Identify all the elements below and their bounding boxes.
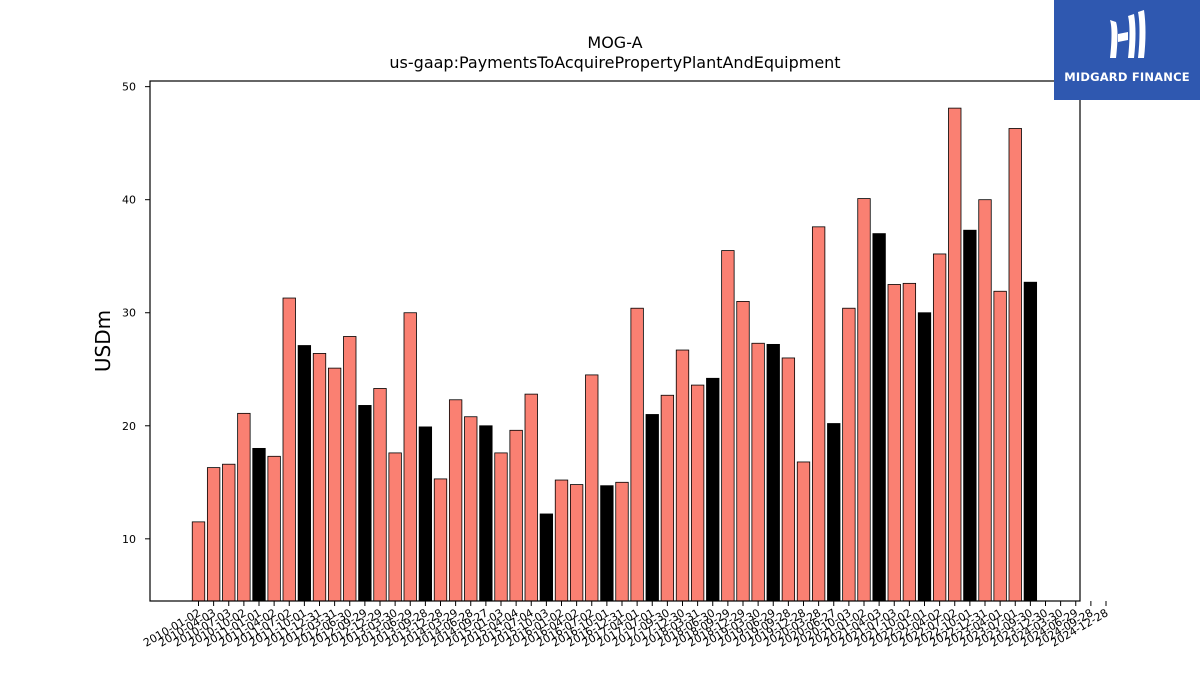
y-axis: 10 20 30 40 50 bbox=[122, 81, 150, 546]
logo-text: MIDGARD FINANCE bbox=[1064, 70, 1190, 84]
bar bbox=[766, 343, 780, 602]
bar bbox=[358, 405, 372, 602]
bar bbox=[388, 452, 402, 602]
bar bbox=[403, 312, 417, 602]
bar bbox=[312, 353, 327, 602]
bar bbox=[448, 399, 463, 602]
bars-group bbox=[191, 107, 1038, 602]
bar bbox=[1023, 281, 1038, 602]
bar bbox=[857, 198, 871, 602]
bar bbox=[479, 425, 493, 602]
bar bbox=[373, 388, 387, 602]
bar bbox=[675, 349, 690, 602]
bar bbox=[706, 377, 720, 602]
bar bbox=[948, 107, 962, 602]
y-tick-label: 40 bbox=[122, 194, 136, 207]
bar bbox=[509, 429, 523, 602]
bar bbox=[433, 478, 448, 602]
bar bbox=[630, 307, 644, 602]
bar bbox=[978, 199, 992, 602]
bar bbox=[554, 479, 569, 602]
bar bbox=[796, 461, 811, 602]
bar bbox=[600, 485, 614, 602]
bar bbox=[585, 374, 599, 602]
bar bbox=[418, 426, 433, 602]
bar bbox=[690, 384, 705, 602]
bar bbox=[842, 307, 856, 602]
bar bbox=[524, 393, 538, 602]
bar bbox=[237, 412, 251, 602]
bar bbox=[963, 229, 977, 602]
y-tick-label: 10 bbox=[122, 533, 136, 546]
y-axis-label: USDm bbox=[91, 310, 115, 372]
bar bbox=[993, 290, 1007, 602]
bar bbox=[191, 521, 206, 602]
y-tick-label: 20 bbox=[122, 420, 136, 433]
chart-title: MOG-A bbox=[587, 33, 642, 52]
bar bbox=[464, 416, 478, 602]
bar bbox=[660, 394, 675, 602]
bar bbox=[343, 336, 357, 602]
bar bbox=[645, 414, 659, 602]
bar bbox=[932, 253, 947, 602]
bar bbox=[615, 481, 629, 602]
logo-mark-icon bbox=[1110, 10, 1146, 58]
bar bbox=[827, 423, 841, 602]
bar bbox=[902, 282, 917, 602]
bar bbox=[736, 301, 750, 602]
bar bbox=[297, 345, 312, 602]
bar bbox=[1008, 128, 1022, 602]
y-tick-label: 30 bbox=[122, 307, 136, 320]
bar bbox=[539, 513, 554, 602]
bar bbox=[887, 284, 901, 602]
bar bbox=[781, 357, 796, 602]
bar bbox=[569, 484, 584, 602]
bar bbox=[494, 452, 508, 602]
chart-subtitle: us-gaap:PaymentsToAcquirePropertyPlantAn… bbox=[389, 53, 840, 72]
bar bbox=[872, 233, 886, 602]
plot-frame bbox=[149, 80, 1081, 602]
y-tick-label: 50 bbox=[122, 81, 136, 94]
bar bbox=[811, 226, 826, 602]
bar bbox=[917, 312, 932, 602]
bar bbox=[327, 367, 342, 602]
bar bbox=[751, 342, 765, 602]
bar bbox=[721, 250, 735, 602]
bar bbox=[252, 447, 266, 602]
x-axis: 2010-01-022010-04-032010-07-032010-10-02… bbox=[141, 601, 1111, 650]
brand-logo: MIDGARD FINANCE bbox=[1054, 0, 1200, 100]
bar bbox=[206, 467, 221, 602]
bar bbox=[282, 297, 296, 602]
bar bbox=[222, 463, 236, 602]
bar bbox=[267, 455, 281, 602]
